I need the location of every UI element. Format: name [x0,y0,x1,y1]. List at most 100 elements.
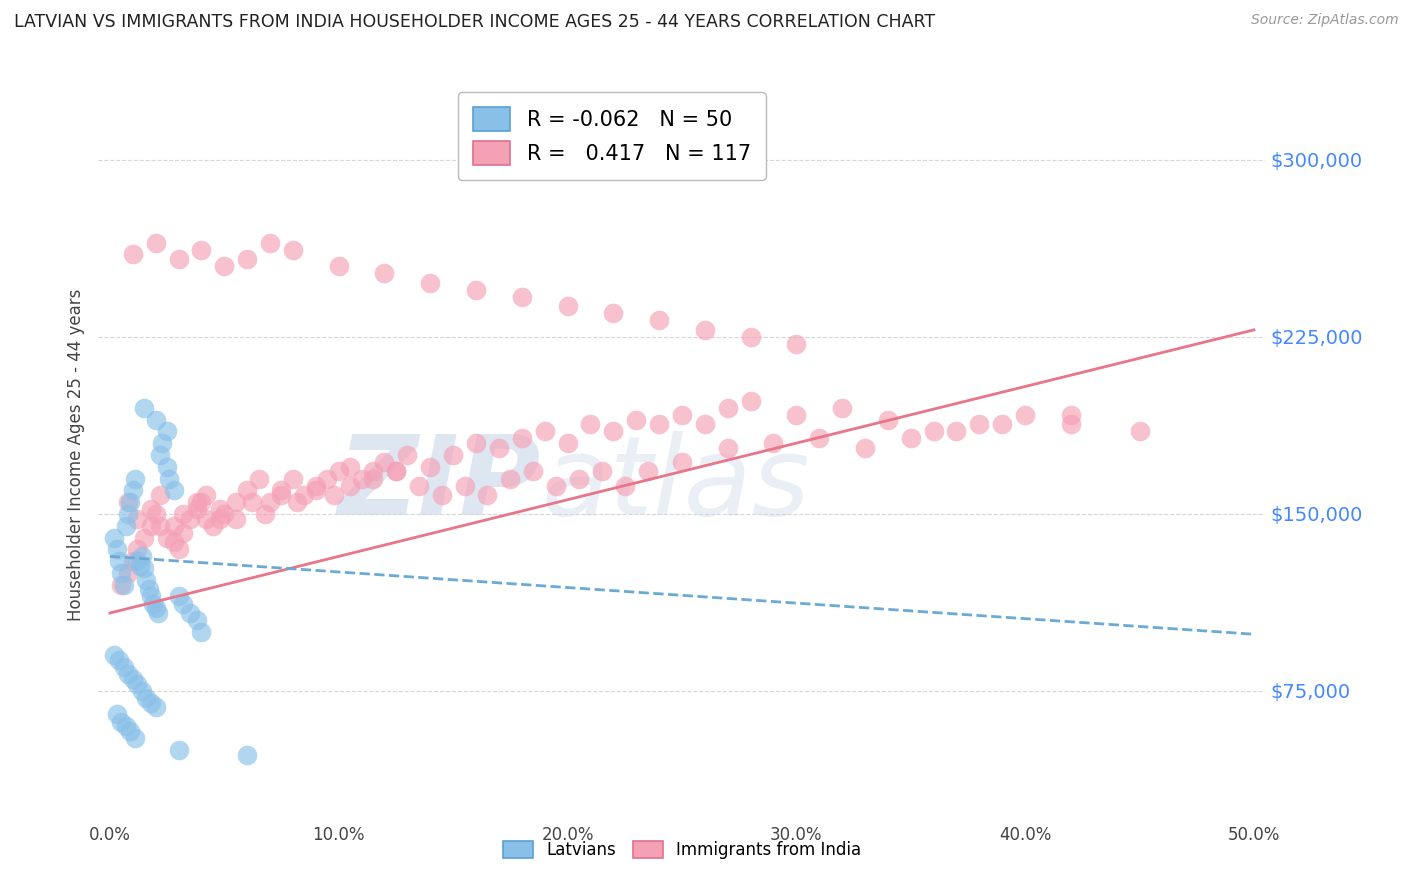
Text: Source: ZipAtlas.com: Source: ZipAtlas.com [1251,13,1399,28]
Point [305,478,328,492]
Point [134,401,156,415]
Point [328,465,350,479]
Point [194,488,217,502]
Point [127,677,149,691]
Point [488,441,510,455]
Point [624,412,647,426]
Point [179,606,201,620]
Point [120,723,142,738]
Point [145,507,167,521]
Point [350,471,373,485]
Point [115,719,138,733]
Point [637,465,659,479]
Point [945,425,967,439]
Point [167,252,190,266]
Point [292,488,315,502]
Point [112,660,135,674]
Point [305,483,328,498]
Point [138,582,160,597]
Point [544,478,567,492]
Point [131,549,153,564]
Point [1014,408,1036,422]
Point [316,471,339,485]
Point [134,531,156,545]
Point [157,471,180,485]
Point [163,535,186,549]
Point [135,690,157,705]
Point [969,417,991,432]
Point [396,448,419,462]
Point [103,531,125,545]
Point [1128,425,1150,439]
Point [339,478,361,492]
Point [190,624,212,639]
Point [419,459,441,474]
Point [163,518,186,533]
Point [142,597,165,611]
Point [201,518,224,533]
Y-axis label: Householder Income Ages 25 - 44 years: Householder Income Ages 25 - 44 years [66,289,84,621]
Point [281,471,304,485]
Point [117,495,139,509]
Point [740,393,762,408]
Point [270,488,292,502]
Point [717,401,740,415]
Point [236,252,259,266]
Point [120,495,142,509]
Point [225,495,247,509]
Point [270,483,292,498]
Point [190,243,212,257]
Point [194,511,217,525]
Text: ZIP: ZIP [339,431,541,538]
Point [145,601,167,615]
Point [247,471,270,485]
Point [785,408,807,422]
Point [105,707,128,722]
Point [156,425,179,439]
Point [128,558,150,573]
Point [121,554,143,568]
Point [453,478,475,492]
Point [179,511,201,525]
Point [149,518,172,533]
Point [648,313,671,327]
Point [208,511,231,525]
Point [117,566,139,580]
Point [808,431,831,445]
Point [922,425,945,439]
Point [853,441,876,455]
Point [328,259,350,273]
Point [281,243,304,257]
Point [591,465,613,479]
Point [876,412,898,426]
Point [693,323,716,337]
Point [214,259,236,273]
Point [167,590,190,604]
Point [236,483,259,498]
Point [108,554,131,568]
Point [465,436,488,450]
Point [671,455,693,469]
Point [361,465,384,479]
Point [145,235,167,250]
Point [156,531,179,545]
Point [740,330,762,344]
Point [441,448,464,462]
Point [172,507,194,521]
Point [602,425,624,439]
Point [240,495,263,509]
Point [510,431,533,445]
Point [831,401,853,415]
Point [419,276,441,290]
Point [465,283,488,297]
Point [430,488,453,502]
Point [579,417,602,432]
Point [208,502,231,516]
Point [117,507,139,521]
Point [785,337,807,351]
Point [602,306,624,320]
Text: atlas: atlas [541,431,810,538]
Point [127,542,149,557]
Point [121,672,143,686]
Point [152,436,174,450]
